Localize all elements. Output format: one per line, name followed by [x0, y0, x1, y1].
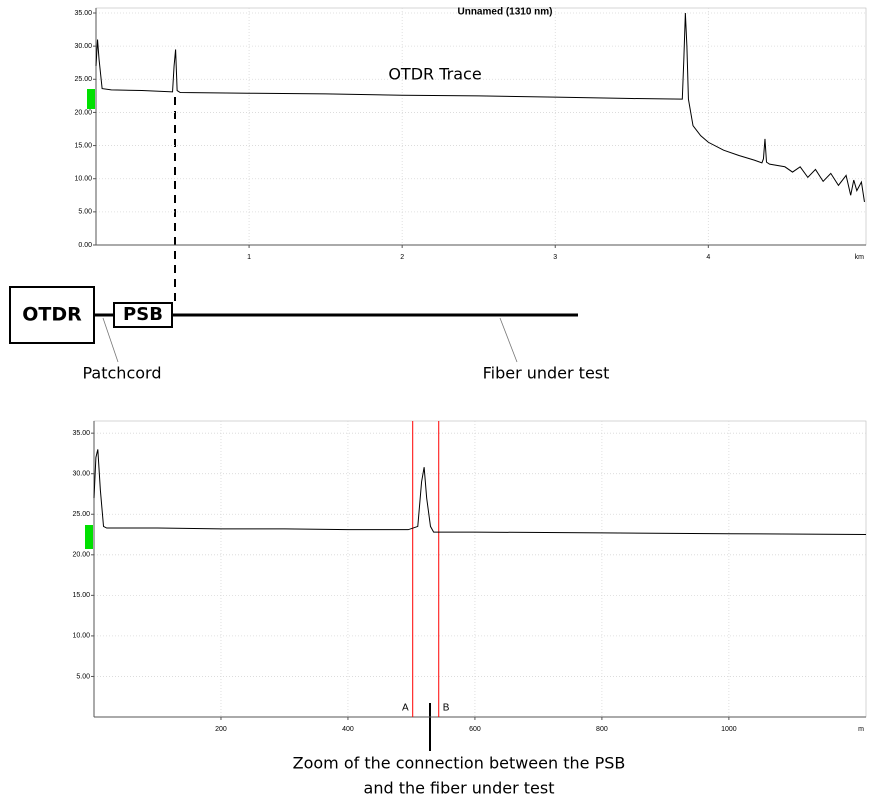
y-tick-label: 15.00	[74, 142, 92, 149]
y-tick-label: 10.00	[72, 633, 90, 640]
plot-area	[95, 7, 867, 246]
caption: Zoom of the connection between the PSB	[293, 754, 626, 773]
y-tick-label: 25.00	[72, 511, 90, 518]
fiber-label: Fiber under test	[483, 364, 610, 383]
y-tick-label: 30.00	[72, 471, 90, 478]
level-marker	[87, 89, 95, 109]
y-tick-label: 25.00	[74, 76, 92, 83]
y-tick-label: 35.00	[72, 430, 90, 437]
plot-area	[93, 420, 867, 718]
leader-line	[499, 317, 518, 363]
psb-label: PSB	[123, 304, 163, 325]
y-tick-label: 20.00	[74, 109, 92, 116]
y-tick-label: 20.00	[72, 552, 90, 559]
x-tick-label: 1000	[721, 726, 737, 733]
x-tick-label: 2	[400, 254, 404, 261]
level-marker	[85, 525, 93, 549]
x-tick-label: 3	[553, 254, 557, 261]
trace	[93, 449, 867, 536]
trace	[95, 12, 865, 202]
cursor-label: A	[402, 703, 409, 714]
patchcord-label: Patchcord	[83, 364, 162, 383]
y-tick-label: 15.00	[72, 592, 90, 599]
y-tick-label: 5.00	[76, 673, 90, 680]
x-tick-label: 200	[215, 726, 227, 733]
x-axis-label: m	[858, 726, 864, 733]
x-axis-label: km	[855, 254, 865, 261]
annotation: OTDR Trace	[388, 65, 481, 84]
x-tick-label: 800	[596, 726, 608, 733]
x-tick-label: 600	[469, 726, 481, 733]
y-tick-label: 30.00	[74, 43, 92, 50]
chart-title: Unnamed (1310 nm)	[457, 7, 552, 18]
x-tick-label: 400	[342, 726, 354, 733]
cursor-label: B	[443, 703, 450, 714]
x-tick-label: 1	[247, 254, 251, 261]
otdr-label: OTDR	[22, 304, 82, 326]
y-tick-label: 35.00	[74, 10, 92, 17]
y-tick-label: 5.00	[78, 209, 92, 216]
psb-box	[113, 302, 173, 328]
x-tick-label: 4	[706, 254, 710, 261]
caption: and the fiber under test	[364, 779, 555, 798]
otdr-box	[9, 286, 95, 344]
y-tick-label: 10.00	[74, 176, 92, 183]
leader-line	[102, 317, 119, 363]
y-tick-label: 0.00	[78, 242, 92, 249]
